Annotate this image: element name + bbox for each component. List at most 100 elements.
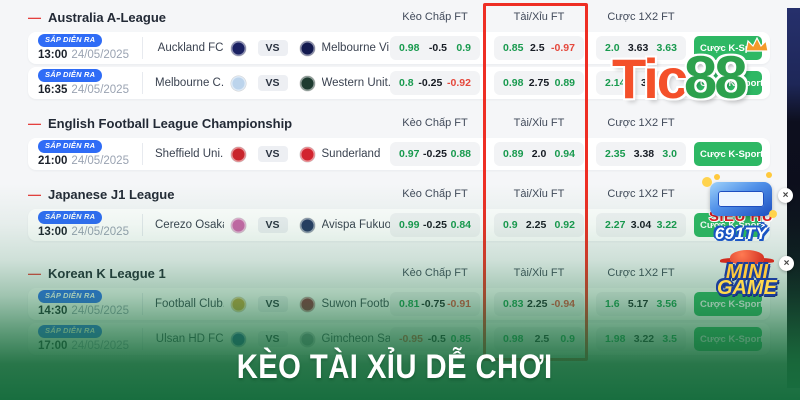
away-team-name: Melbourne Vi... [321, 42, 391, 54]
home-team-logo-icon [230, 331, 246, 347]
match-row[interactable]: SẮP DIỄN RA 13:00 24/05/2025 Cerezo Osaka… [28, 209, 770, 241]
odds-value[interactable]: 2.27 [605, 219, 626, 231]
overunder-odds[interactable]: 0.85 2.5 -0.97 [494, 36, 584, 60]
league-header: — Korean K League 1 Kèo Chấp FT Tài/Xỉu … [0, 261, 800, 285]
odds-line[interactable]: 5.17 [627, 298, 649, 310]
odds-value[interactable]: 0.97 [399, 148, 420, 160]
handicap-odds[interactable]: 0.97 -0.25 0.88 [390, 142, 480, 166]
col-handicap-label: Kèo Chấp FT [402, 188, 468, 200]
odds-value[interactable]: 0.84 [450, 219, 471, 231]
away-team-name: Sunderland [321, 148, 381, 160]
bottom-banner: KÈO TÀI XỈU DỄ CHƠI [0, 348, 790, 387]
odds-value[interactable]: -0.92 [447, 77, 471, 89]
collapse-icon[interactable]: — [28, 115, 41, 131]
odds-value[interactable]: 0.9 [560, 333, 575, 345]
odds-value[interactable]: 0.92 [554, 219, 575, 231]
handicap-odds[interactable]: 0.81 -0.75 -0.91 [390, 292, 480, 316]
odds-value[interactable]: 3.56 [656, 298, 677, 310]
odds-value[interactable]: 0.85 [503, 42, 524, 54]
odds-value[interactable]: -0.94 [551, 298, 575, 310]
odds-value[interactable]: 0.98 [399, 42, 420, 54]
match-row[interactable]: SẮP DIỄN RA 21:00 24/05/2025 Sheffield Un… [28, 138, 770, 170]
divider [142, 37, 143, 59]
status-badge: SẮP DIỄN RA [38, 325, 103, 338]
collapse-icon[interactable]: — [28, 186, 41, 202]
odds-value[interactable]: 2.35 [605, 148, 626, 160]
handicap-odds[interactable]: 0.98 -0.5 0.9 [390, 36, 480, 60]
odds-line[interactable]: -0.25 [418, 77, 443, 89]
odds-value[interactable]: 0.9 [503, 219, 518, 231]
match-date: 24/05/2025 [71, 83, 129, 96]
odds-value[interactable]: -0.91 [447, 298, 471, 310]
logo-text-secondary: 88 [683, 44, 748, 111]
odds-line[interactable]: -0.25 [423, 219, 447, 231]
odds-value[interactable]: 0.99 [399, 219, 420, 231]
match-time: 13:00 [38, 225, 68, 238]
odds-value[interactable]: 3.5 [662, 333, 677, 345]
close-icon[interactable]: × [778, 188, 793, 203]
odds-value[interactable]: 0.88 [450, 148, 471, 160]
odds-value[interactable]: 0.9 [456, 42, 471, 54]
close-icon[interactable]: × [779, 256, 794, 271]
match-status: SẮP DIỄN RA 14:30 24/05/2025 [38, 290, 130, 318]
odds-line[interactable]: -0.5 [427, 333, 446, 345]
odds-line[interactable]: -0.5 [428, 42, 447, 54]
odds-line[interactable]: 3.22 [633, 333, 655, 345]
status-badge: SẮP DIỄN RA [38, 211, 103, 224]
vs-chip: VS [257, 146, 288, 162]
odds-value[interactable]: 3.0 [662, 148, 677, 160]
odds-line[interactable]: 2.75 [528, 77, 550, 89]
odds-value[interactable]: 0.89 [554, 77, 575, 89]
odds-line[interactable]: 2.25 [527, 298, 548, 310]
overunder-odds[interactable]: 0.83 2.25 -0.94 [494, 292, 584, 316]
bet-ksports-button[interactable]: Cược K-Sports [694, 142, 769, 166]
overunder-odds[interactable]: 0.9 2.25 0.92 [494, 213, 584, 237]
odds-value[interactable]: 0.98 [503, 333, 524, 345]
collapse-icon[interactable]: — [28, 9, 41, 25]
home-team-name: Football Club... [155, 298, 224, 310]
1x2-odds[interactable]: 2.35 3.38 3.0 [596, 142, 686, 166]
odds-value[interactable]: -0.95 [399, 333, 423, 345]
odds-line[interactable]: 2.0 [531, 148, 547, 160]
odds-value[interactable]: 0.83 [503, 298, 524, 310]
odds-line[interactable]: 2.25 [525, 219, 547, 231]
match-row[interactable]: SẮP DIỄN RA 14:30 24/05/2025 Football Clu… [28, 288, 770, 320]
odds-value[interactable]: 0.94 [554, 148, 575, 160]
odds-line[interactable]: 3.38 [633, 148, 655, 160]
vs-chip: VS [257, 217, 288, 233]
home-team-name: Cerezo Osaka [155, 219, 224, 231]
odds-value[interactable]: 0.8 [399, 77, 414, 89]
home-team-name: Ulsan HD FC [155, 333, 224, 345]
odds-value[interactable]: 1.6 [605, 298, 620, 310]
odds-value[interactable]: 0.98 [503, 77, 524, 89]
handicap-odds[interactable]: 0.8 -0.25 -0.92 [390, 71, 480, 95]
collapse-icon[interactable]: — [28, 265, 41, 281]
match-status: SẮP DIỄN RA 16:35 24/05/2025 [38, 69, 130, 97]
odds-line[interactable]: 2.5 [529, 42, 545, 54]
1x2-odds[interactable]: 1.6 5.17 3.56 [596, 292, 686, 316]
overunder-odds[interactable]: 0.89 2.0 0.94 [494, 142, 584, 166]
odds-line[interactable]: -0.75 [421, 298, 446, 310]
odds-line[interactable]: 2.5 [534, 333, 550, 345]
odds-value[interactable]: 1.98 [605, 333, 626, 345]
1x2-odds[interactable]: 2.27 3.04 3.22 [596, 213, 686, 237]
divider [142, 214, 143, 236]
teams: Football Club... VS Suwon Footb... [155, 296, 390, 312]
match-time: 16:35 [38, 83, 68, 96]
col-overunder-label: Tài/Xỉu FT [513, 117, 565, 129]
away-team-logo-icon [299, 75, 315, 91]
away-team-name: Suwon Footb... [321, 298, 391, 310]
overunder-odds[interactable]: 0.98 2.75 0.89 [494, 71, 584, 95]
odds-line[interactable]: -0.25 [423, 148, 447, 160]
handicap-odds[interactable]: 0.99 -0.25 0.84 [390, 213, 480, 237]
odds-value[interactable]: 3.22 [656, 219, 677, 231]
vs-chip: VS [257, 75, 288, 91]
promo-sieu-hu-banner[interactable]: SIÊU HŨ 691TỶ [694, 177, 788, 244]
status-badge: SẮP DIỄN RA [38, 140, 103, 153]
odds-line[interactable]: 3.04 [630, 219, 652, 231]
odds-value[interactable]: 0.85 [450, 333, 471, 345]
odds-value[interactable]: 0.81 [399, 298, 420, 310]
divider [142, 293, 143, 315]
odds-value[interactable]: 0.89 [503, 148, 524, 160]
odds-value[interactable]: -0.97 [551, 42, 575, 54]
